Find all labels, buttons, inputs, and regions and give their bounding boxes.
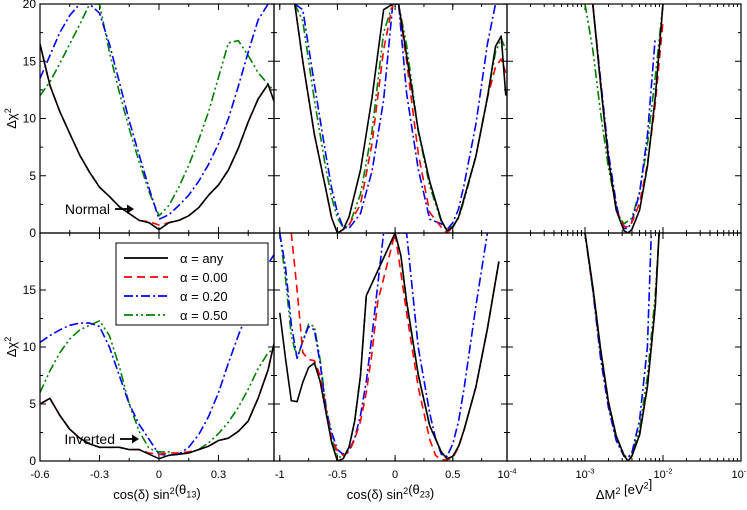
series-line: [290, 233, 500, 461]
axis-labels: 0 5 10 15 20 0 5 10 15 -0.6 -0.3 0 0.3 -1 -0.5 0 0.5 10-4…: [3, 0, 747, 502]
y-tick-label: 20: [23, 0, 37, 11]
series-line: [40, 343, 274, 460]
legend-label: α = 0.20: [180, 289, 228, 304]
series-line: [279, 233, 500, 461]
y-tick-label: 0: [29, 226, 36, 240]
y-axis-label: Δχ2: [3, 337, 19, 358]
panel-r1-c2: [506, 232, 742, 462]
series-line: [40, 43, 274, 231]
series-line: [584, 233, 660, 461]
series-line: [40, 43, 274, 226]
panel-frame: [506, 232, 742, 462]
series-line: [40, 4, 274, 217]
panel-r0-c1: [273, 3, 508, 234]
panel-r0-c2: [506, 3, 742, 234]
panel-r1-c0: [39, 232, 275, 462]
x-tick-label: 10-2: [653, 467, 672, 481]
x-tick-label: 0.3: [211, 469, 226, 481]
y-tick-label: 10: [23, 112, 37, 126]
curves: [40, 254, 274, 460]
panel-r0-c0: [39, 3, 275, 234]
series-line: [584, 4, 664, 225]
x-tick-label: -0.3: [90, 469, 109, 481]
x-tick-label: 10-3: [575, 467, 594, 481]
row-label-inverted: Inverted: [64, 431, 115, 447]
panel-frame: [506, 3, 742, 234]
curves: [40, 4, 274, 231]
x-tick-label: 0: [156, 469, 162, 481]
ticks: [506, 3, 742, 234]
series-line: [592, 4, 664, 233]
y-tick-label: 0: [29, 454, 36, 468]
x-tick-label: 10-1: [731, 467, 747, 481]
series-line: [592, 4, 656, 230]
series-line: [294, 4, 507, 233]
y-tick-label: 15: [23, 283, 37, 297]
x-tick-label: 10-4: [497, 467, 517, 481]
x-tick-label: -0.5: [328, 469, 347, 481]
x-axis-label: ΔM2 [eV2]: [596, 477, 652, 502]
annotation-arrowhead: [132, 434, 139, 444]
series-line: [279, 233, 489, 458]
y-axis-label: Δχ2: [3, 108, 19, 129]
ticks: [506, 232, 742, 462]
series-line: [294, 4, 506, 231]
y-tick-label: 5: [29, 397, 36, 411]
annotation-arrowhead: [127, 204, 134, 214]
panel-r1-c1: [273, 232, 508, 462]
y-tick-label: 10: [23, 340, 37, 354]
x-tick-label: -1: [275, 469, 285, 481]
x-tick-label: -0.6: [31, 469, 50, 481]
y-tick-label: 15: [23, 54, 37, 68]
legend: α = any α = 0.00 α = 0.20 α = 0.50: [115, 242, 269, 326]
legend-label: α = 0.50: [180, 308, 228, 323]
panel-frame: [273, 232, 508, 462]
ticks: [274, 3, 507, 234]
legend-label: α = any: [180, 251, 224, 266]
series-line: [294, 4, 507, 233]
plot-area: [39, 3, 742, 462]
x-tick-label: 0.5: [445, 469, 460, 481]
curves: [584, 4, 664, 233]
curves: [584, 233, 660, 461]
ticks: [274, 232, 507, 462]
x-axis-label: cos(δ) sin2(θ13): [113, 482, 200, 502]
curves: [294, 4, 507, 233]
panel-frame: [273, 3, 508, 234]
series-line: [40, 320, 274, 455]
ticks: [39, 3, 274, 234]
legend-box: [115, 242, 269, 326]
y-tick-label: 5: [29, 169, 36, 183]
x-tick-label: 0: [392, 469, 398, 481]
row-label-normal: Normal: [65, 201, 110, 217]
curves: [279, 233, 500, 461]
series-line: [40, 4, 274, 221]
legend-label: α = 0.00: [180, 270, 228, 285]
x-axis-label: cos(δ) sin2(θ23): [347, 482, 434, 502]
panel-frame: [39, 3, 275, 234]
